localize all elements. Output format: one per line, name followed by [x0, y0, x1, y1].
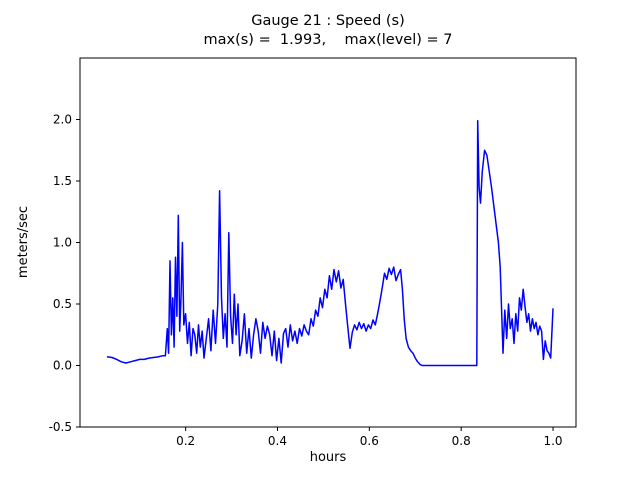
x-tick-label: 0.8 [452, 434, 471, 448]
x-tick-label: 0.6 [360, 434, 379, 448]
speed-line [106, 119, 554, 367]
x-tick-label: 0.4 [268, 434, 287, 448]
chart-dynamic-layer: 0.2 0.4 0.6 0.8 1.0 -0.5 0.0 0.5 1.0 1.5 2.0 [49, 57, 577, 448]
chart-title-line1: Gauge 21 : Speed (s) [251, 13, 405, 29]
y-tick-label: 0.5 [53, 297, 72, 311]
y-tick-label: 2.0 [53, 113, 72, 127]
chart-title-line2: max(s) = 1.993, max(level) = 7 [203, 31, 453, 48]
x-tick-label: 1.0 [543, 434, 562, 448]
y-tick-label: 0.0 [53, 359, 72, 373]
x-tick-label: 0.2 [176, 434, 195, 448]
x-axis-label: hours [310, 450, 347, 465]
y-tick-label: -0.5 [49, 420, 72, 434]
axes-box [79, 57, 577, 428]
chart-title: Gauge 21 : Speed (s) max(s) = 1.993, max… [80, 12, 576, 50]
y-tick-label: 1.0 [53, 236, 72, 250]
y-axis-label: meters/sec [16, 206, 31, 278]
y-tick-label: 1.5 [53, 174, 72, 188]
